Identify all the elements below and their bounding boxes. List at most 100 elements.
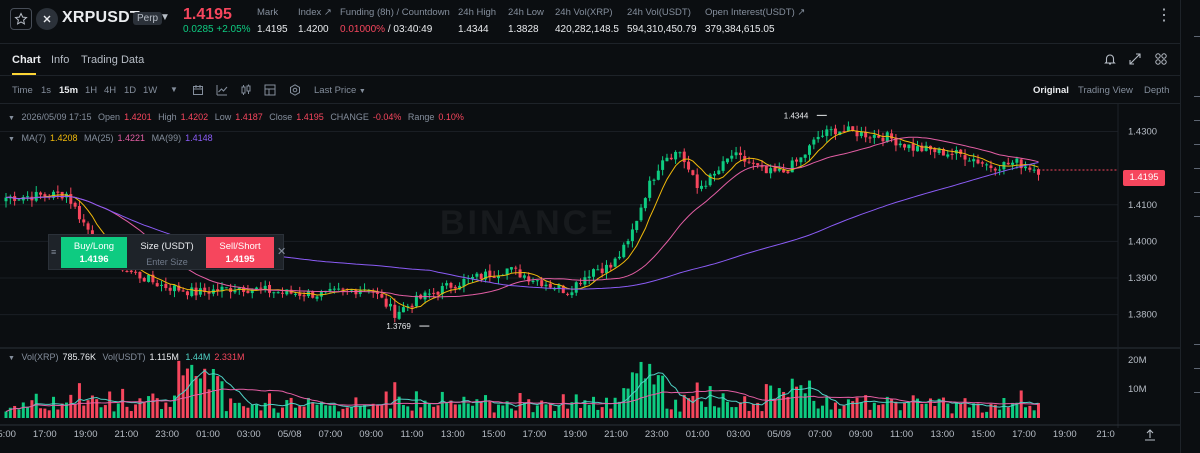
bell-icon[interactable] (1103, 52, 1117, 66)
volume-bar (760, 411, 764, 418)
candle-body (669, 157, 673, 160)
volume-bar (298, 405, 302, 418)
interval-15m[interactable]: 15m (59, 85, 79, 96)
volume-bar (583, 400, 587, 418)
candle-body (738, 152, 742, 156)
volume-bar (855, 397, 859, 418)
interval-1d[interactable]: 1D (124, 85, 137, 96)
more-options-icon[interactable]: ⋮ (1156, 7, 1172, 24)
calendar-icon[interactable] (192, 84, 204, 96)
layout-icon[interactable] (1154, 52, 1168, 66)
candle-body (816, 136, 820, 140)
buy-long-button[interactable]: Buy/Long 1.4196 (61, 237, 127, 268)
volume-bar (622, 388, 626, 418)
fullscreen-icon[interactable] (1128, 52, 1142, 66)
interval-dropdown-icon[interactable]: ▼ (170, 85, 178, 94)
chart-area[interactable]: BINANCE 1.4300 1.4100 1.4000 1.3900 1.3800 1.… (0, 104, 1180, 440)
volume-bar (164, 402, 168, 418)
time-axis-label: 07:00 (808, 429, 832, 440)
sell-short-button[interactable]: Sell/Short 1.4195 (206, 237, 274, 268)
volume-bar (950, 413, 954, 418)
candle-body (380, 293, 384, 298)
settings-icon[interactable] (289, 84, 301, 96)
candle-body (652, 179, 656, 181)
volume-bar (656, 375, 660, 418)
volume-ma-fast (5, 369, 1039, 413)
candle-body (522, 275, 526, 278)
candle-body (613, 258, 617, 267)
candle-body (903, 144, 907, 148)
volume-bar (998, 409, 1002, 418)
interval-4h[interactable]: 4H (104, 85, 117, 96)
interval-1w[interactable]: 1W (143, 85, 158, 96)
volume-bar (609, 408, 613, 418)
view-trading-view[interactable]: Trading View (1078, 85, 1133, 96)
volume-bar (86, 400, 90, 418)
volume-bar (592, 396, 596, 418)
volume-bar (924, 403, 928, 418)
close-symbol-icon[interactable] (36, 8, 58, 30)
candle-body (56, 191, 60, 193)
candle-body (734, 152, 738, 156)
candle-body (998, 169, 1002, 171)
candle-body (147, 274, 151, 282)
volume-bar (825, 396, 829, 418)
symbol-dropdown-icon[interactable]: ▼ (160, 12, 170, 23)
candle-body (1028, 167, 1032, 170)
volume-bar (553, 410, 557, 418)
tab-info[interactable]: Info (51, 54, 70, 66)
candle-body (661, 160, 665, 170)
time-axis-label: 19:00 (563, 429, 587, 440)
volume-bar (557, 405, 561, 418)
volume-bar (1019, 390, 1023, 418)
candle-style-icon[interactable] (240, 84, 252, 96)
price-type-select[interactable]: Last Price ▼ (314, 85, 366, 96)
tab-trading-data[interactable]: Trading Data (81, 54, 145, 66)
volume-bar (142, 401, 146, 418)
scroll-to-realtime-icon[interactable] (1143, 428, 1157, 442)
volume-bar (138, 398, 142, 418)
volume-bar (30, 400, 34, 418)
candle-body (626, 241, 630, 245)
candlestick-chart[interactable]: 1.4300 1.4100 1.4000 1.3900 1.3800 1.4344 1.37… (0, 104, 1180, 444)
volume-bar (795, 386, 799, 418)
candle-body (388, 303, 392, 307)
time-axis-label: 09:00 (359, 429, 383, 440)
candle-body (1015, 158, 1019, 163)
tab-chart[interactable]: Chart (12, 54, 41, 66)
volume-bar (885, 396, 889, 418)
volume-bar (354, 397, 358, 418)
volume-bar (190, 364, 194, 418)
symbol-name[interactable]: XRPUSDT (62, 9, 140, 26)
candle-body (924, 145, 928, 151)
indicators-icon[interactable] (216, 84, 228, 96)
interval-time[interactable]: Time (12, 85, 33, 96)
volume-bar (47, 410, 51, 418)
time-axis-label: 21:00 (115, 429, 139, 440)
stat-index[interactable]: Index ↗ 1.4200 (298, 7, 332, 35)
volume-bar (423, 400, 427, 418)
interval-1h[interactable]: 1H (85, 85, 98, 96)
volume-bar (773, 398, 777, 418)
candle-body (384, 298, 388, 307)
time-axis-label: 19:00 (74, 429, 98, 440)
volume-bar (877, 405, 881, 418)
candle-body (233, 290, 237, 293)
view-depth[interactable]: Depth (1144, 85, 1170, 96)
close-panel-icon[interactable]: ✕ (277, 246, 287, 258)
size-input[interactable] (132, 257, 202, 267)
candle-body (648, 180, 652, 198)
view-original[interactable]: Original (1033, 85, 1069, 96)
drag-handle-icon[interactable]: ≡ (51, 247, 57, 257)
volume-bar (786, 396, 790, 418)
candle-body (946, 154, 950, 157)
candle-body (665, 157, 669, 162)
favorite-star-icon[interactable] (10, 8, 32, 30)
stat-open-interest[interactable]: Open Interest(USDT) ↗ 379,384,615.05 (705, 7, 806, 35)
volume-bar (678, 411, 682, 418)
candle-body (509, 267, 513, 270)
chart-layout-icon[interactable] (264, 84, 276, 96)
last-price: 1.4195 (183, 6, 232, 23)
interval-1s[interactable]: 1s (41, 85, 52, 96)
time-axis-label: 01:00 (686, 429, 710, 440)
